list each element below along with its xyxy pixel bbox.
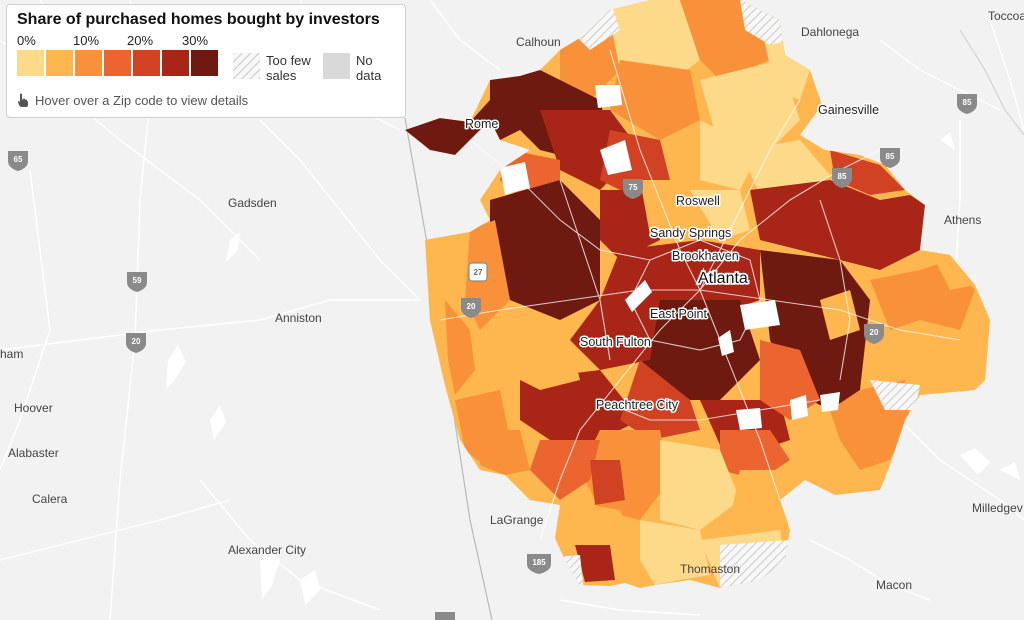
i65-shield: 65 [8,151,28,171]
hover-hint: Hover over a Zip code to view details [17,93,248,108]
i85-shield-gainesville: 85 [880,148,900,168]
svg-text:185: 185 [532,558,546,567]
i85-shield-sw [435,612,455,620]
city-label-gadsden: Gadsden [228,196,277,210]
city-label-anniston: Anniston [275,311,322,325]
pointer-hand-icon [18,93,28,107]
i20-shield-ga: 20 [461,298,481,318]
interstate-shields: 85 65 75 85 85 27 59 20 [8,94,977,620]
i85-shield-ne: 85 [957,94,977,114]
city-label-brookhaven: Brookhaven [672,249,739,263]
city-label-lagrange: LaGrange [490,513,544,527]
state-border-ga-sc [959,29,1024,136]
legend-panel: Share of purchased homes bought by inves… [6,4,406,118]
legend-swatch-3 [75,50,102,76]
svg-text:59: 59 [133,276,142,285]
legend-too-few-sales-label: Too few sales [266,53,311,83]
city-label-thomaston: Thomaston [680,562,740,576]
city-labels: Toccoa Dahlonega Calhoun Gainesville Rom… [0,9,1024,592]
svg-text:27: 27 [474,268,483,277]
city-label-rome: Rome [465,117,498,131]
legend-too-few-sales: Too few sales [233,53,326,83]
legend-no-data: No data [323,53,396,83]
legend-tick-0: 0% [17,33,36,48]
legend-tick-labels: 0% 10% 20% 30% [17,33,395,49]
city-label-macon: Macon [876,578,912,592]
legend-swatch-4 [104,50,131,76]
i185-shield: 185 [527,554,551,574]
svg-text:20: 20 [870,328,879,337]
legend-swatch-5 [133,50,160,76]
svg-text:20: 20 [467,302,476,311]
svg-text:20: 20 [132,337,141,346]
hover-hint-text: Hover over a Zip code to view details [35,93,249,108]
city-label-calhoun: Calhoun [516,35,561,49]
city-label-south-fulton: South Fulton [580,335,651,349]
legend-title: Share of purchased homes bought by inves… [17,11,380,28]
no-data-swatch [323,53,350,79]
legend-swatch-6 [162,50,189,76]
city-label-birmingham: ham [0,347,23,361]
city-label-toccoa: Toccoa [988,9,1024,23]
i85-shield-mid: 85 [832,168,852,188]
legend-swatch-1 [17,50,44,76]
svg-text:85: 85 [963,98,972,107]
i59-shield: 59 [127,272,147,292]
svg-text:65: 65 [14,155,23,164]
svg-text:85: 85 [886,152,895,161]
i75-shield: 75 [623,179,643,199]
city-label-alexander-city: Alexander City [228,543,306,557]
us27-shield: 27 [468,262,488,282]
i20-shield-east: 20 [864,324,884,344]
city-label-sandy-springs: Sandy Springs [650,226,731,240]
city-label-alabaster: Alabaster [8,446,59,460]
city-label-milledgeville: Milledgev [972,501,1023,515]
legend-tick-20: 20% [127,33,154,48]
legend-swatches [17,50,395,76]
hatch-swatch [233,53,260,79]
city-label-athens: Athens [944,213,981,227]
city-label-roswell: Roswell [676,194,720,208]
city-label-atlanta: Atlanta [698,270,748,287]
city-label-peachtree-city: Peachtree City [596,398,679,412]
city-label-hoover: Hoover [14,401,53,415]
city-label-east-point: East Point [650,307,708,321]
water-features [166,132,1020,605]
svg-text:85: 85 [838,172,847,181]
i20-shield-al: 20 [126,333,146,353]
svg-text:75: 75 [629,183,638,192]
legend-swatch-2 [46,50,73,76]
legend-no-data-label: No data [356,53,382,83]
legend-tick-10: 10% [73,33,100,48]
legend-tick-30: 30% [182,33,209,48]
city-label-dahlonega: Dahlonega [801,25,859,39]
city-label-calera: Calera [32,492,68,506]
legend-swatch-7 [191,50,218,76]
city-label-gainesville: Gainesville [818,103,879,117]
